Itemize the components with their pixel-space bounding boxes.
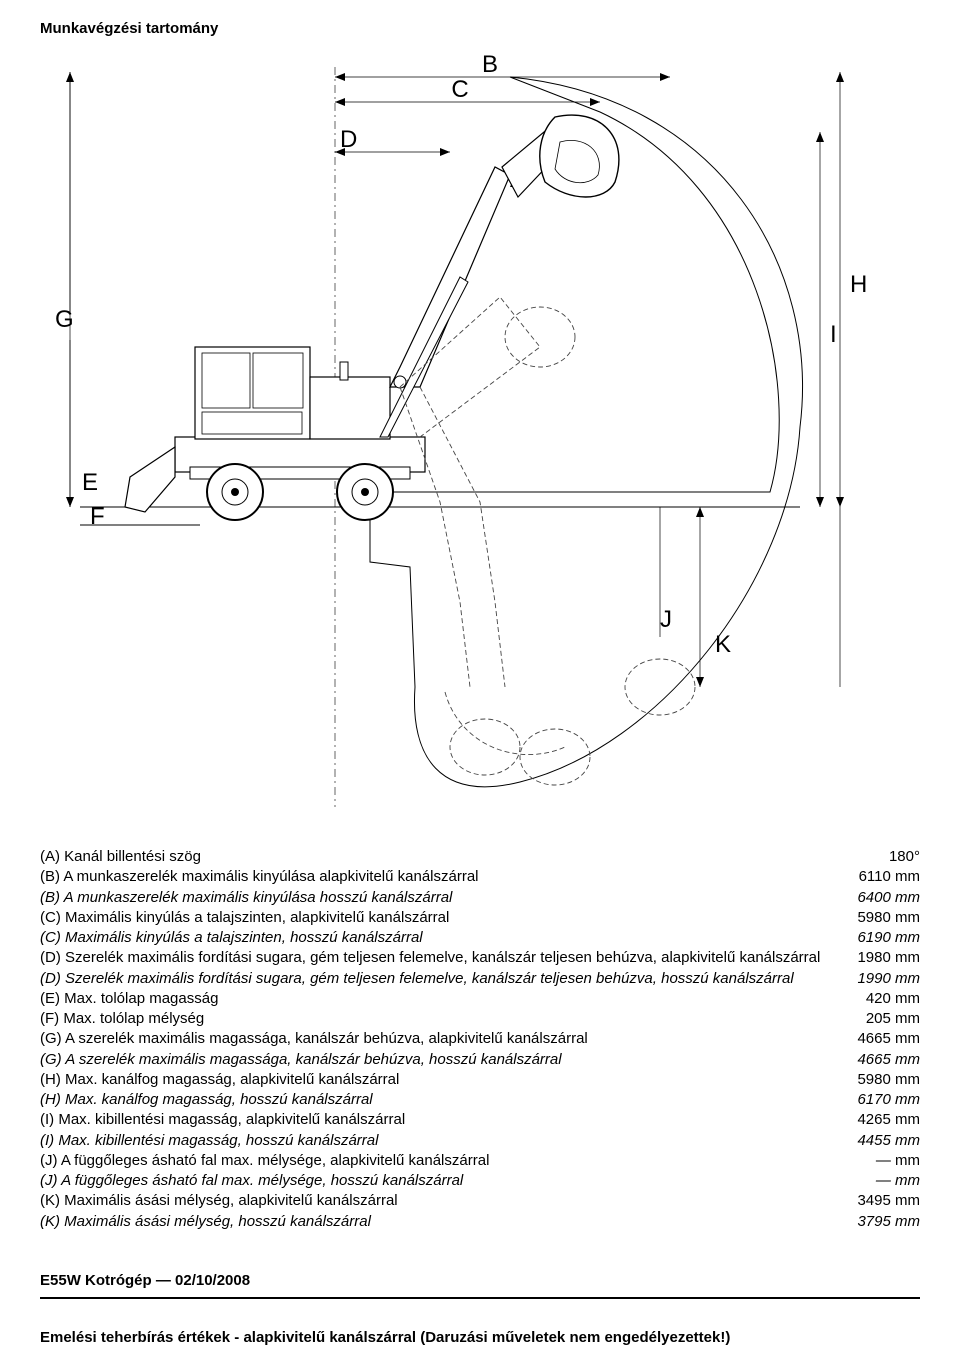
- label-i: I: [830, 321, 837, 348]
- spec-row: (A) Kanál billentési szög180°: [40, 847, 920, 867]
- label-f: F: [90, 503, 105, 530]
- spec-value: 1980 mm: [847, 948, 920, 968]
- label-g: G: [55, 306, 74, 333]
- spec-row: (K) Maximális ásási mélység, hosszú kaná…: [40, 1212, 920, 1232]
- spec-value: 4455 mm: [847, 1131, 920, 1151]
- spec-label: (K) Maximális ásási mélység, hosszú kaná…: [40, 1212, 847, 1232]
- spec-row: (H) Max. kanálfog magasság, alapkivitelű…: [40, 1070, 920, 1090]
- spec-value: 1990 mm: [847, 969, 920, 989]
- spec-row: (E) Max. tolólap magasság420 mm: [40, 989, 920, 1009]
- spec-label: (H) Max. kanálfog magasság, hosszú kanál…: [40, 1090, 847, 1110]
- spec-label: (D) Szerelék maximális fordítási sugara,…: [40, 969, 847, 989]
- label-c: C: [451, 76, 468, 103]
- footer-model: E55W Kotrógép — 02/10/2008: [40, 1272, 920, 1299]
- spec-label: (I) Max. kibillentési magasság, alapkivi…: [40, 1110, 847, 1130]
- spec-row: (B) A munkaszerelék maximális kinyúlása …: [40, 867, 920, 887]
- spec-label: (A) Kanál billentési szög: [40, 847, 847, 867]
- spec-label: (B) A munkaszerelék maximális kinyúlása …: [40, 888, 847, 908]
- spec-value: — mm: [847, 1171, 920, 1191]
- spec-label: (D) Szerelék maximális fordítási sugara,…: [40, 948, 847, 968]
- spec-label: (G) A szerelék maximális magassága, kaná…: [40, 1029, 847, 1049]
- spec-value: 3795 mm: [847, 1212, 920, 1232]
- spec-value: 5980 mm: [847, 1070, 920, 1090]
- spec-label: (F) Max. tolólap mélység: [40, 1009, 847, 1029]
- label-e: E: [82, 469, 98, 496]
- spec-row: (K) Maximális ásási mélység, alapkivitel…: [40, 1191, 920, 1211]
- page-title: Munkavégzési tartomány: [40, 20, 920, 37]
- spec-value: 205 mm: [847, 1009, 920, 1029]
- spec-label: (H) Max. kanálfog magasság, alapkivitelű…: [40, 1070, 847, 1090]
- spec-row: (I) Max. kibillentési magasság, alapkivi…: [40, 1110, 920, 1130]
- spec-value: 4265 mm: [847, 1110, 920, 1130]
- spec-label: (J) A függőleges ásható fal max. mélység…: [40, 1151, 847, 1171]
- spec-row: (J) A függőleges ásható fal max. mélység…: [40, 1171, 920, 1191]
- spec-value: — mm: [847, 1151, 920, 1171]
- spec-row: (H) Max. kanálfog magasság, hosszú kanál…: [40, 1090, 920, 1110]
- spec-value: 6400 mm: [847, 888, 920, 908]
- label-b: B: [482, 51, 498, 78]
- spec-value: 4665 mm: [847, 1029, 920, 1049]
- spec-value: 3495 mm: [847, 1191, 920, 1211]
- spec-label: (C) Maximális kinyúlás a talajszinten, h…: [40, 928, 847, 948]
- spec-row: (J) A függőleges ásható fal max. mélység…: [40, 1151, 920, 1171]
- spec-value: 6110 mm: [847, 867, 920, 887]
- spec-table: (A) Kanál billentési szög180°(B) A munka…: [40, 847, 920, 1232]
- spec-row: (I) Max. kibillentési magasság, hosszú k…: [40, 1131, 920, 1151]
- spec-label: (E) Max. tolólap magasság: [40, 989, 847, 1009]
- spec-value: 180°: [847, 847, 920, 867]
- spec-value: 6190 mm: [847, 928, 920, 948]
- spec-row: (C) Maximális kinyúlás a talajszinten, a…: [40, 908, 920, 928]
- spec-row: (B) A munkaszerelék maximális kinyúlása …: [40, 888, 920, 908]
- label-d: D: [340, 126, 357, 153]
- spec-value: 4665 mm: [847, 1050, 920, 1070]
- working-range-diagram: B C D A G E F H I J K: [40, 47, 920, 827]
- spec-row: (G) A szerelék maximális magassága, kaná…: [40, 1029, 920, 1049]
- spec-value: 5980 mm: [847, 908, 920, 928]
- spec-row: (C) Maximális kinyúlás a talajszinten, h…: [40, 928, 920, 948]
- spec-value: 420 mm: [847, 989, 920, 1009]
- spec-label: (B) A munkaszerelék maximális kinyúlása …: [40, 867, 847, 887]
- spec-label: (G) A szerelék maximális magassága, kaná…: [40, 1050, 847, 1070]
- spec-label: (I) Max. kibillentési magasság, hosszú k…: [40, 1131, 847, 1151]
- spec-label: (K) Maximális ásási mélység, alapkivitel…: [40, 1191, 847, 1211]
- spec-value: 6170 mm: [847, 1090, 920, 1110]
- spec-row: (D) Szerelék maximális fordítási sugara,…: [40, 948, 920, 968]
- spec-row: (D) Szerelék maximális fordítási sugara,…: [40, 969, 920, 989]
- label-h: H: [850, 271, 867, 298]
- footer-note: Emelési teherbírás értékek - alapkivitel…: [40, 1329, 920, 1346]
- label-k: K: [715, 631, 731, 658]
- label-j: J: [660, 606, 672, 633]
- spec-row: (G) A szerelék maximális magassága, kaná…: [40, 1050, 920, 1070]
- spec-label: (J) A függőleges ásható fal max. mélység…: [40, 1171, 847, 1191]
- spec-label: (C) Maximális kinyúlás a talajszinten, a…: [40, 908, 847, 928]
- spec-row: (F) Max. tolólap mélység205 mm: [40, 1009, 920, 1029]
